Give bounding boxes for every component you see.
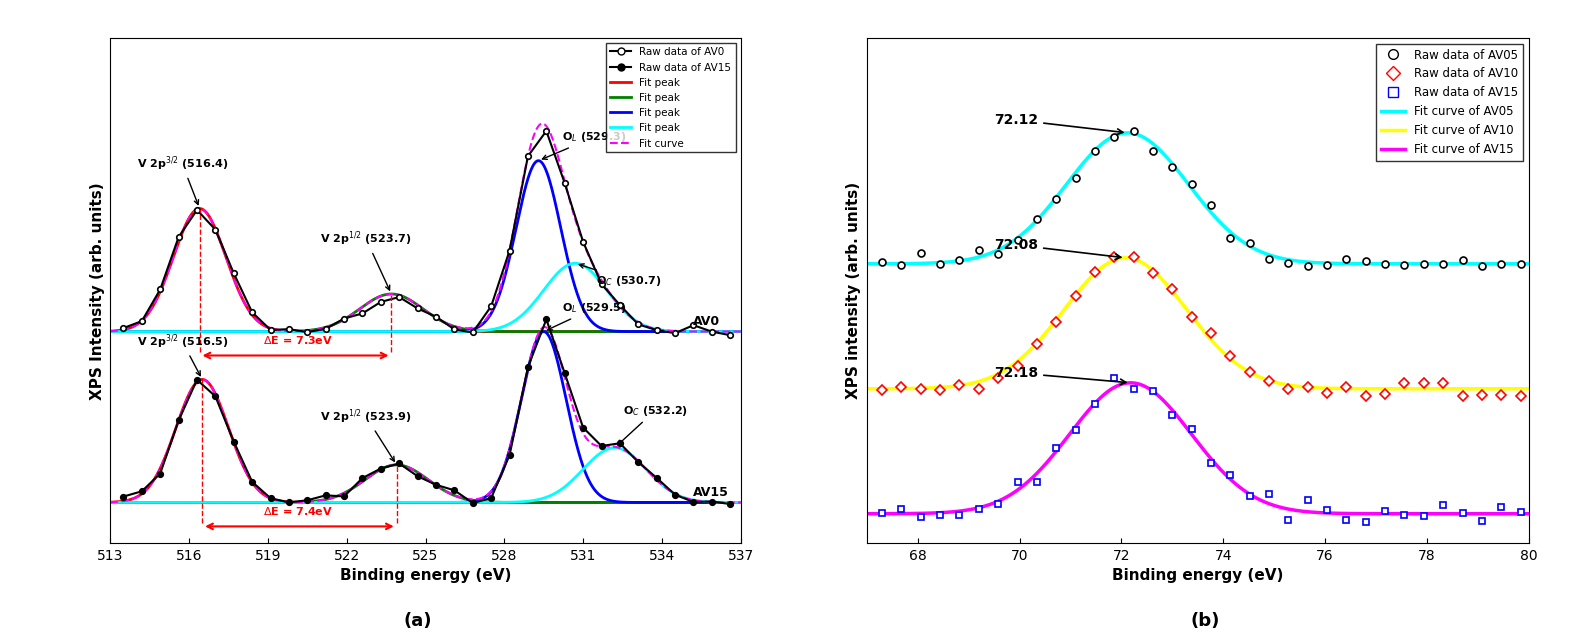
- Text: $\Delta$E = 7.3eV: $\Delta$E = 7.3eV: [263, 334, 332, 346]
- Text: 72.18: 72.18: [994, 366, 1125, 385]
- Text: V 2p$^{3/2}$ (516.4): V 2p$^{3/2}$ (516.4): [137, 155, 227, 205]
- Text: O$_C$ (532.2): O$_C$ (532.2): [617, 404, 687, 445]
- Text: O$_L$ (529.3): O$_L$ (529.3): [542, 130, 625, 159]
- Text: 72.12: 72.12: [994, 113, 1121, 135]
- X-axis label: Binding energy (eV): Binding energy (eV): [1112, 568, 1282, 583]
- X-axis label: Binding energy (eV): Binding energy (eV): [340, 568, 510, 583]
- Y-axis label: XPS intensity (arb. units): XPS intensity (arb. units): [846, 182, 860, 399]
- Y-axis label: XPS Intensity (arb. units): XPS Intensity (arb. units): [90, 182, 104, 399]
- Text: O$_C$ (530.7): O$_C$ (530.7): [580, 264, 662, 288]
- Legend: Raw data of AV05, Raw data of AV10, Raw data of AV15, Fit curve of AV05, Fit cur: Raw data of AV05, Raw data of AV10, Raw …: [1375, 44, 1521, 161]
- Text: V 2p$^{1/2}$ (523.9): V 2p$^{1/2}$ (523.9): [320, 408, 411, 461]
- Text: (b): (b): [1191, 612, 1219, 629]
- Text: O$_L$ (529.5): O$_L$ (529.5): [547, 301, 625, 330]
- Text: V 2p$^{1/2}$ (523.7): V 2p$^{1/2}$ (523.7): [320, 229, 411, 290]
- Text: (a): (a): [403, 612, 432, 629]
- Text: V 2p$^{3/2}$ (516.5): V 2p$^{3/2}$ (516.5): [137, 332, 227, 375]
- Legend: Raw data of AV0, Raw data of AV15, Fit peak, Fit peak, Fit peak, Fit peak, Fit c: Raw data of AV0, Raw data of AV15, Fit p…: [606, 43, 736, 153]
- Text: $\Delta$E = 7.4eV: $\Delta$E = 7.4eV: [263, 505, 332, 517]
- Text: 72.08: 72.08: [994, 238, 1120, 260]
- Text: AV0: AV0: [693, 315, 720, 328]
- Text: AV15: AV15: [693, 486, 729, 499]
